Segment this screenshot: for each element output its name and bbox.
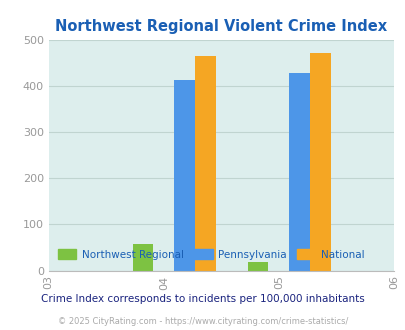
Bar [309, 53, 330, 271]
Bar [174, 80, 194, 271]
Title: Northwest Regional Violent Crime Index: Northwest Regional Violent Crime Index [55, 19, 386, 34]
Text: © 2025 CityRating.com - https://www.cityrating.com/crime-statistics/: © 2025 CityRating.com - https://www.city… [58, 317, 347, 326]
Bar [247, 262, 268, 271]
Bar [194, 56, 215, 271]
Legend: Northwest Regional, Pennsylvania, National: Northwest Regional, Pennsylvania, Nation… [53, 245, 368, 264]
Bar [132, 244, 153, 271]
Bar [288, 73, 309, 271]
Text: Crime Index corresponds to incidents per 100,000 inhabitants: Crime Index corresponds to incidents per… [41, 294, 364, 304]
